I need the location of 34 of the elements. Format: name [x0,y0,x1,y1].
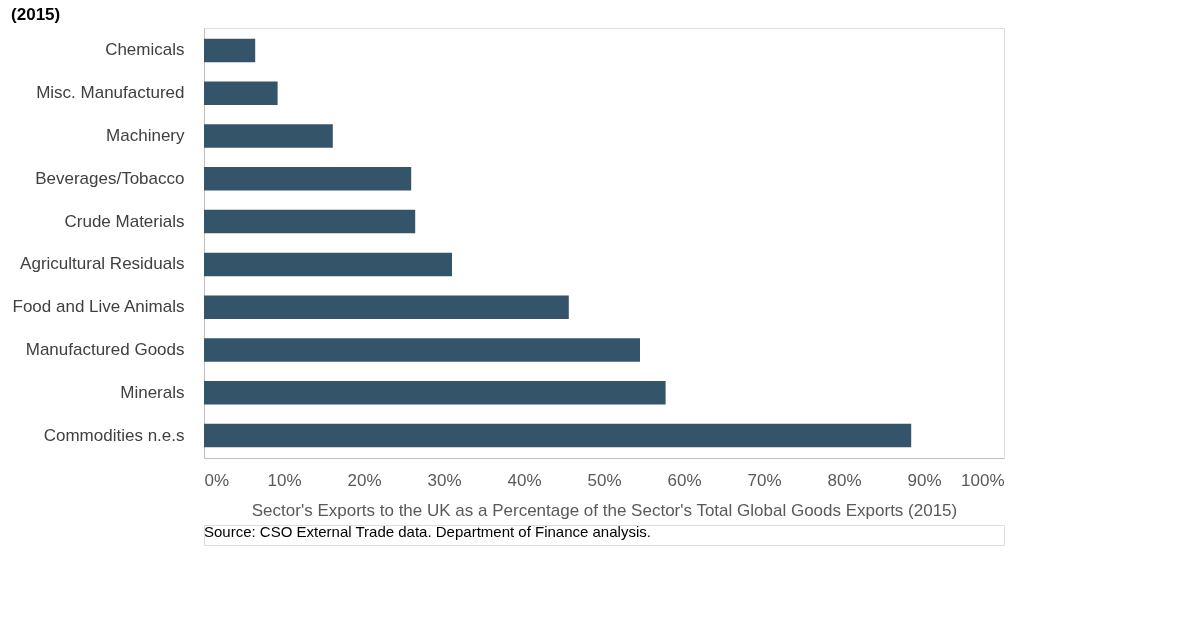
x-tick-label: 70% [747,470,782,490]
y-tick-label: Commodities n.e.s [43,425,185,445]
y-tick-label: Chemicals [105,40,185,60]
bar [204,423,912,448]
x-tick-label: 0% [204,470,230,490]
y-tick-label: Food and Live Animals [12,297,185,317]
source-note: Source: CSO External Trade data. Department of Finance analysis. [204,523,651,540]
bar [204,338,640,362]
bar [204,81,278,106]
text: (2015) [11,5,61,24]
y-tick-label: Minerals [120,382,185,402]
y-tick-label: Manufactured Goods [25,339,185,359]
x-tick-label: 40% [507,470,542,490]
bar [204,38,256,63]
x-tick-label: 90% [907,470,942,490]
bar [204,252,452,277]
x-tick-label: 60% [667,470,702,490]
bar [204,124,333,148]
x-tick-label: 100% [961,470,1005,490]
x-tick-label: 30% [427,470,462,490]
y-tick-label: Beverages/Tobacco [35,168,185,188]
y-tick-label: Crude Materials [64,211,185,231]
bar [204,167,412,191]
x-tick-label: 20% [347,470,382,490]
bar [204,209,416,234]
x-tick-label: 50% [587,470,622,490]
x-tick-label: 10% [267,470,302,490]
y-tick-label: Machinery [106,126,185,146]
x-axis-title: Sector's Exports to the UK as a Percentage of the Sector's Total Global Goods Exports (2015) [251,500,958,520]
bar [204,380,666,405]
y-tick-label: Misc. Manufactured [36,83,185,103]
bar [204,295,569,319]
x-tick-label: 80% [827,470,862,490]
y-tick-label: Agricultural Residuals [20,254,185,274]
